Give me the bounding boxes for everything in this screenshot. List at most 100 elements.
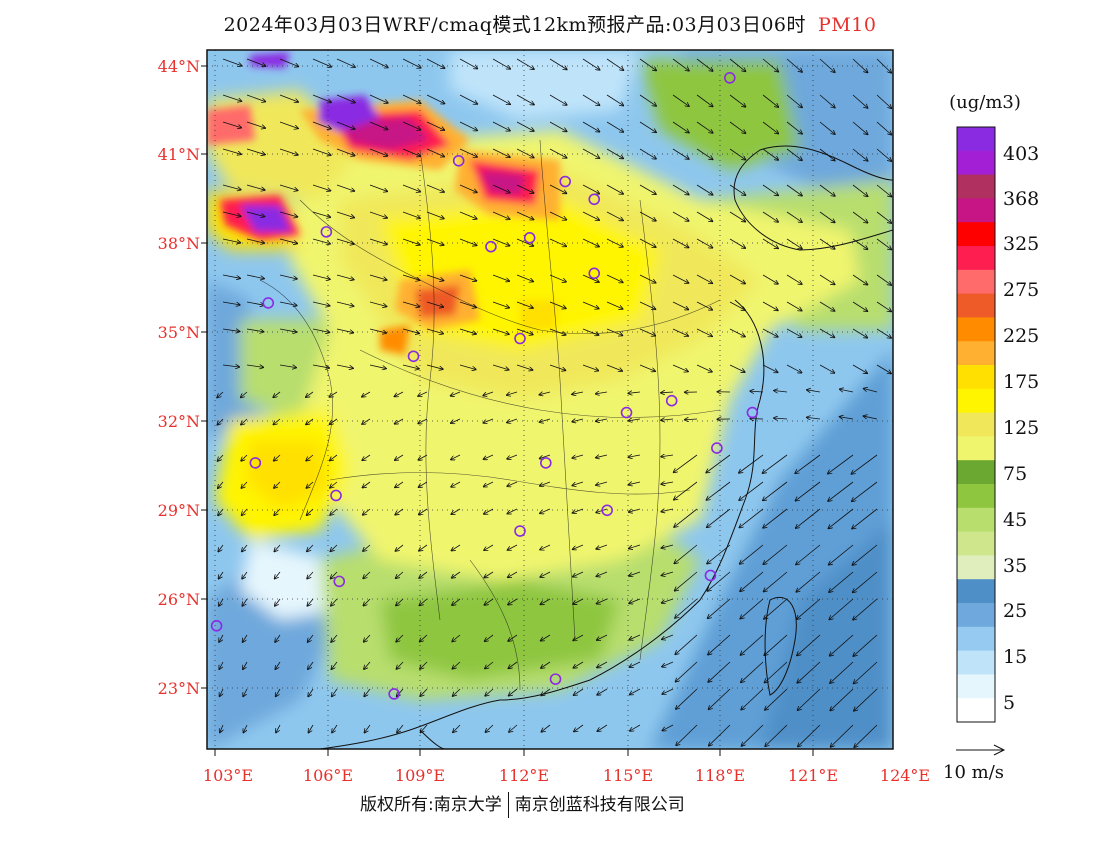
station-marker [559,175,571,188]
wind-arrow [795,481,821,501]
wind-arrow [279,94,298,102]
colorbar-label: 25 [1003,600,1027,622]
wind-arrow [508,634,518,641]
colorbar-swatch [957,317,995,342]
wind-arrow [492,94,510,104]
station-marker [388,688,400,700]
wind-arrow [807,390,821,392]
wind-arrow [539,418,551,422]
wind-arrow [507,454,518,459]
wind-arrow [336,184,354,191]
wind-arrow [662,634,674,639]
lat-label: 26°N [158,590,200,609]
wind-arrow [426,94,444,104]
wind-arrow [672,301,688,310]
colorbar-label: 35 [1003,555,1027,577]
colorbar-label: 368 [1003,188,1039,210]
wind-arrow [459,328,476,334]
wind-arrow [639,328,655,336]
wind-arrow [509,724,518,732]
wind-arrow [218,454,224,461]
wind-arrow [362,454,371,460]
wind-scale-arrowhead [993,744,1006,756]
map-frame [206,49,894,750]
wind-arrow [819,94,835,108]
wind-arrow [426,184,444,192]
wind-arrow [672,58,689,71]
colorbar-swatch [957,650,995,675]
wind-arrow [402,148,420,156]
station-marker [407,350,420,363]
wind-arrow [853,571,878,592]
wind-arrow [222,365,239,367]
wind-arrow [483,418,494,423]
wind-arrow [876,211,891,223]
wind-arrow [549,301,566,308]
wind-arrow [483,454,494,459]
wind-arrow [662,724,674,731]
wind-arrow [243,724,248,733]
wind-arrow [762,184,778,195]
wind-arrow [852,508,878,529]
wind-arrow [492,301,509,308]
wind-arrow [509,688,518,696]
station-marker [704,569,717,582]
wind-arrow [696,238,712,248]
wind-arrow [336,211,354,218]
colorbar-swatch [957,388,995,414]
wind-arrow [675,634,698,654]
wind-arrow [606,94,623,106]
wind-arrow [854,661,878,683]
wind-arrow [675,571,698,591]
wind-arrow [241,454,248,461]
wind-arrow [279,328,296,332]
wind-vectors [217,58,891,747]
wind-arrow [739,508,764,528]
wind-arrow [516,148,534,158]
wind-arrow [218,571,224,579]
wind-arrow [492,148,510,157]
footer-separator [507,792,509,818]
wind-arrow [786,211,802,222]
wind-arrow [762,58,778,72]
wind-arrow [395,508,404,515]
wind-arrow [363,571,371,578]
wind-arrow [830,688,854,711]
wind-arrow [307,508,314,515]
colorbar-swatch [957,150,995,176]
wind-arrow [369,184,387,191]
wind-arrow [606,364,622,371]
wind-arrow [484,598,494,605]
wind-arrow [459,274,476,281]
wind-arrow [330,508,338,515]
wind-arrow [363,544,371,551]
station-marker [549,673,562,685]
wind-arrow [426,148,444,157]
wind-arrow [508,544,518,550]
wind-arrow [369,328,386,333]
wind-arrow [307,544,314,551]
wind-arrow [819,184,835,196]
wind-arrow [876,184,891,197]
wind-arrow [762,301,778,310]
wind-arrow [740,544,764,564]
wind-arrow [459,184,477,192]
wind-arrow [729,274,745,284]
wind-arrow [394,391,404,396]
wind-arrow [363,598,371,606]
map-title: 2024年03月03日WRF/cmaq模式12km预报产品:03月03日06时 P… [0,10,1100,37]
colorbar-swatch [957,365,995,390]
wind-arrow [852,274,867,285]
wind-arrow [762,274,778,284]
wind-arrow [729,328,745,337]
wind-arrow [764,598,788,619]
wind-arrow [774,391,788,392]
station-marker [711,442,723,454]
wind-arrow [312,121,331,129]
wind-arrow [451,454,461,460]
wind-arrow [582,301,599,309]
wind-arrow [369,94,388,103]
wind-arrow [572,481,584,486]
wind-arrow [639,121,656,132]
wind-arrow [582,58,600,70]
